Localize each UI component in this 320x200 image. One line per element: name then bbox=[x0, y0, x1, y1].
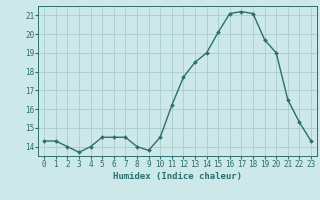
X-axis label: Humidex (Indice chaleur): Humidex (Indice chaleur) bbox=[113, 172, 242, 181]
